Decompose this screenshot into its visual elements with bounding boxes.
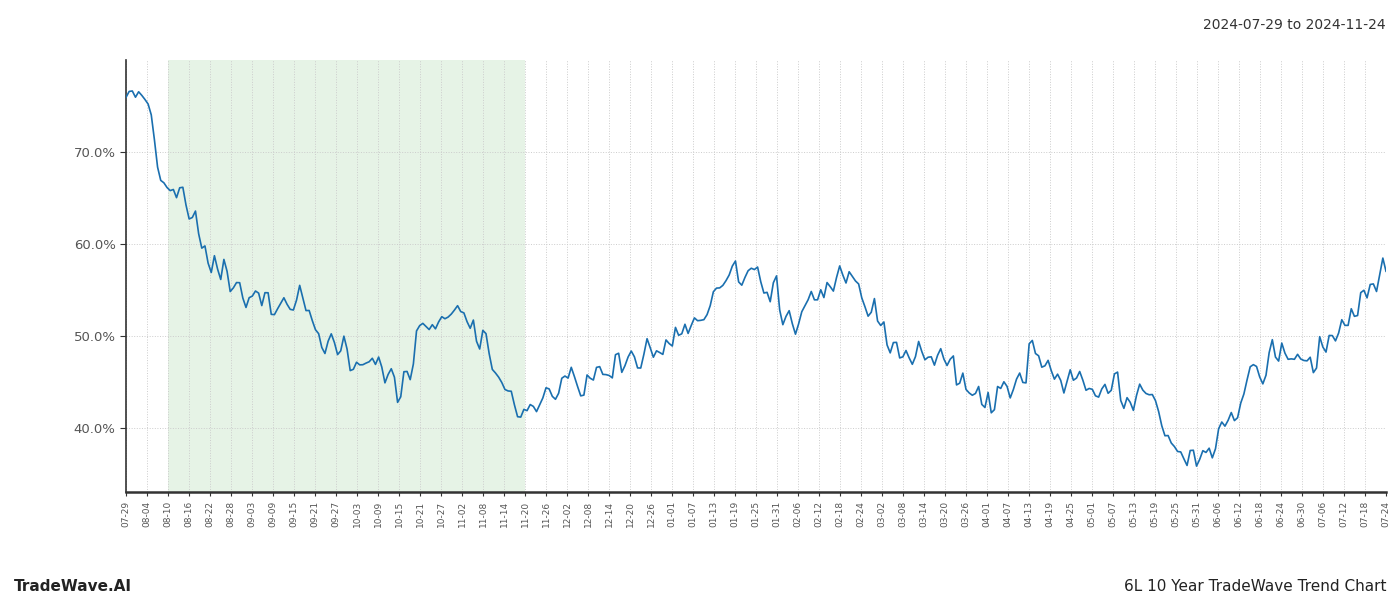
Bar [168,60,525,492]
Text: 6L 10 Year TradeWave Trend Chart: 6L 10 Year TradeWave Trend Chart [1123,579,1386,594]
Text: 2024-07-29 to 2024-11-24: 2024-07-29 to 2024-11-24 [1204,18,1386,32]
Text: TradeWave.AI: TradeWave.AI [14,579,132,594]
